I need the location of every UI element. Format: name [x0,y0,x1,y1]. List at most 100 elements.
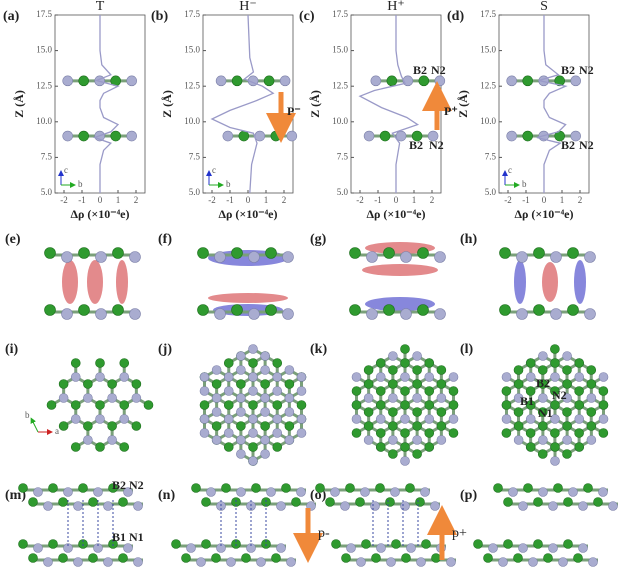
panel-label: (i) [5,342,19,357]
boron-atom [501,428,512,438]
boron-atom [537,407,548,417]
nitrogen-atom [400,372,410,382]
boron-atom [231,75,243,87]
atom-label: P⁺ [444,104,458,118]
nitrogen-atom [356,557,366,567]
boron-atom [363,379,374,389]
y-tick-label: 10.0 [480,116,496,126]
boron-atom [265,247,277,259]
boron-atom [501,400,512,410]
atom-label: B2 [409,138,423,152]
boron-atom [385,497,395,507]
nitrogen-atom [588,557,598,567]
boron-atom [284,379,295,389]
nitrogen-atom [340,501,350,511]
nitrogen-atom [226,557,236,567]
nitrogen-atom [351,414,362,424]
boron-atom [448,400,459,410]
boron-atom [412,365,422,375]
boron-atom [95,442,105,452]
boron-atom [503,539,513,549]
nitrogen-atom [129,308,141,320]
nitrogen-atom [548,543,558,553]
boron-atom [241,553,251,563]
nitrogen-atom [412,435,422,445]
boron-atom [525,358,536,368]
boron-atom [400,386,410,396]
nitrogen-atom [131,393,142,403]
nitrogen-atom [248,456,258,466]
nitrogen-atom [538,393,548,403]
boron-atom [112,247,124,259]
boron-atom [260,421,270,431]
nitrogen-atom [63,543,73,553]
nitrogen-atom [446,557,456,567]
charge-lobe [574,260,586,304]
boron-atom [58,497,68,507]
density-curve [92,15,120,193]
boron-atom [108,483,118,493]
y-axis-label: Z (Å) [160,90,174,118]
panel-text: N2 [129,478,144,492]
boron-atom [533,539,543,549]
boron-atom [78,130,89,142]
nitrogen-atom [366,251,378,263]
boron-atom [231,247,243,259]
nitrogen-atom [272,372,283,382]
nitrogen-atom [516,308,528,320]
nitrogen-atom [272,428,283,438]
nitrogen-atom [107,435,117,445]
x-axis-label: Δρ (×10⁻⁴e) [366,207,425,221]
boron-atom [238,130,250,142]
y-axis-label: Z (Å) [308,90,322,118]
panel-text: B2 [536,376,550,390]
y-tick-label: 15.0 [184,45,200,55]
boron-atom [18,483,28,493]
boron-atom [95,400,105,410]
boron-atom [586,407,597,417]
axis-text: b [226,179,231,189]
x-tick-label: -2 [356,195,364,205]
x-axis-label: Δρ (×10⁻⁴e) [70,207,129,221]
boron-atom [383,304,395,316]
boron-atom [251,483,261,493]
panel-text: p+ [452,526,467,541]
nitrogen-atom [400,414,410,424]
boron-atom [562,407,572,417]
nitrogen-atom [70,372,81,382]
atom-label: B2 [561,63,575,77]
boron-atom [363,365,374,375]
panel-label: (c) [299,9,315,24]
x-tick-label: 0 [246,195,251,205]
boron-atom [411,130,423,142]
charge-lobe [116,260,128,304]
nitrogen-atom [223,414,234,424]
nitrogen-atom [488,543,498,553]
density-curve [536,15,568,193]
boron-atom [503,497,513,507]
boron-atom [349,304,361,316]
nitrogen-atom [436,435,447,445]
boron-atom [375,400,386,410]
atom-label: P⁻ [287,104,301,118]
y-tick-label: 12.5 [480,80,496,90]
boron-atom [271,553,281,563]
boron-atom [513,365,524,375]
nitrogen-atom [578,543,588,553]
nitrogen-atom [43,557,53,567]
boron-atom [375,442,386,452]
nitrogen-atom [62,130,73,142]
nitrogen-atom [236,407,246,417]
boron-atom [345,483,355,493]
nitrogen-atom [248,386,258,396]
nitrogen-atom [400,251,412,263]
nitrogen-atom [70,414,81,424]
x-axis-label: Δρ (×10⁻⁴e) [514,207,573,221]
nitrogen-atom [248,251,260,263]
boron-atom [48,539,58,549]
x-tick-label: 2 [134,195,139,205]
boron-atom [448,386,459,396]
boron-atom [436,379,447,389]
density-curve [358,15,420,193]
boron-atom [473,539,483,549]
